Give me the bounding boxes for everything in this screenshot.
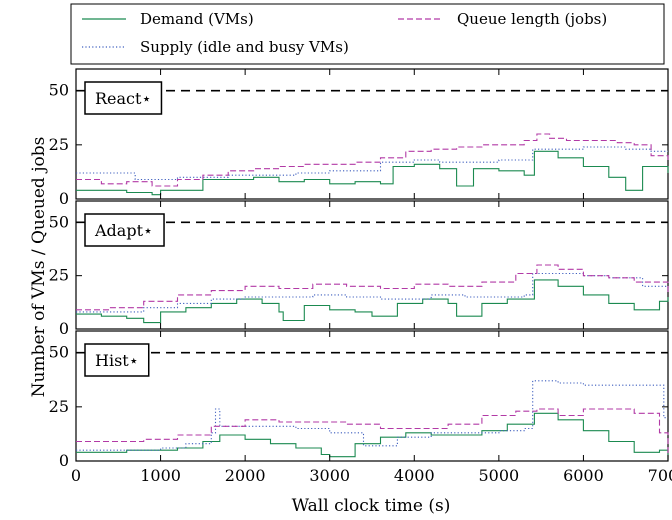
x-axis-label: Wall clock time (s) [292,496,451,516]
hist-demand-line [76,412,669,459]
panel-react: 0 25 50 React⋆ [49,68,669,208]
legend: Demand (VMs) Supply (idle and busy VMs) … [70,3,665,65]
y-tick-label-hist: 50 [49,343,69,362]
plot-frame-adapt [75,200,669,330]
y-tick-label-adapt: 50 [49,212,69,231]
panel-hist: 0 25 50 0 1000 2000 3000 4000 5000 6000 7000 Hist⋆ [49,330,672,485]
x-tick-label: 5000 [478,466,519,485]
panel-adapt: 0 25 50 Adapt⋆ [49,200,669,338]
y-tick-label-hist: 25 [49,397,69,416]
x-tick-label: 3000 [309,466,350,485]
react-demand-line [76,150,669,196]
legend-box [70,3,665,65]
plot-frame-react [75,68,669,200]
adapt-supply-line [76,272,669,313]
panel-label-react: React⋆ [95,89,151,108]
legend-demand-label: Demand (VMs) [140,10,254,28]
panel-label-hist: Hist⋆ [95,351,139,370]
y-tick-label-adapt: 25 [49,266,69,285]
x-tick-label: 4000 [394,466,435,485]
adapt-demand-line [76,279,669,324]
hist-queue-line [76,408,669,457]
y-tick-label-adapt: 0 [59,319,69,338]
y-axis-label: Number of VMs / Queued jobs [29,137,49,398]
legend-supply-label: Supply (idle and busy VMs) [140,38,349,56]
x-tick-label: 0 [71,466,81,485]
react-queue-line [76,133,669,187]
panel-label-box-hist [84,343,150,377]
y-tick-label-react: 25 [49,135,69,154]
x-tick-label: 7000 [648,466,672,485]
plot-frame-hist [75,330,669,462]
panel-label-box-adapt [84,213,165,247]
adapt-queue-line [76,264,669,311]
panel-label-adapt: Adapt⋆ [94,221,153,240]
y-tick-label-react: 50 [49,81,69,100]
y-tick-label-react: 0 [59,189,69,208]
x-tick-label: 6000 [563,466,604,485]
x-tick-label: 1000 [140,466,181,485]
legend-queue-label: Queue length (jobs) [457,10,607,28]
x-tick-label: 2000 [225,466,266,485]
react-supply-line [76,146,668,181]
y-tick-label-hist: 0 [59,451,69,470]
panel-label-box-react [84,81,163,115]
